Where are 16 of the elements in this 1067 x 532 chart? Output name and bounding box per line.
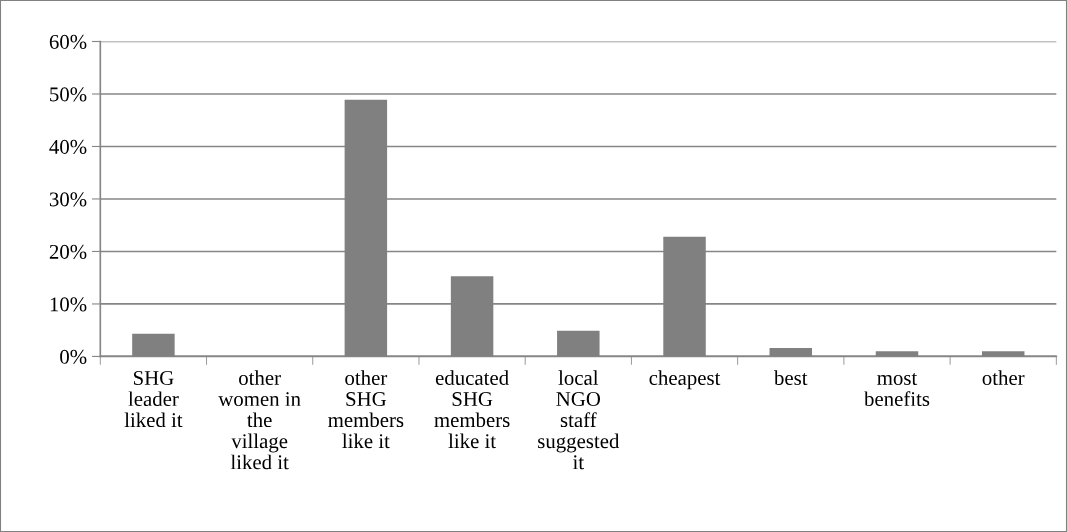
y-tick-label: 0% <box>60 349 87 364</box>
y-tick-label: 10% <box>50 297 87 312</box>
y-tick-label: 50% <box>50 87 87 102</box>
x-tick-label: best <box>773 370 808 385</box>
x-tick-label: other <box>982 370 1025 385</box>
y-tick-label: 60% <box>49 34 87 49</box>
y-tick-label: 20% <box>49 244 87 259</box>
x-tick-label: most benefits <box>864 373 930 407</box>
x-tick-label: educated SHG members like it <box>434 370 510 449</box>
x-tick-label: other SHG members like it <box>328 370 404 449</box>
x-tick-label: local NGO staff suggested it <box>538 370 620 470</box>
x-tick-label: SHG leader liked it <box>124 370 183 428</box>
y-tick-label: 40% <box>49 139 87 154</box>
y-tick-label: 30% <box>49 192 87 207</box>
x-tick-label: other women in the village liked it <box>218 370 301 470</box>
x-tick-label: cheapest <box>649 370 721 390</box>
